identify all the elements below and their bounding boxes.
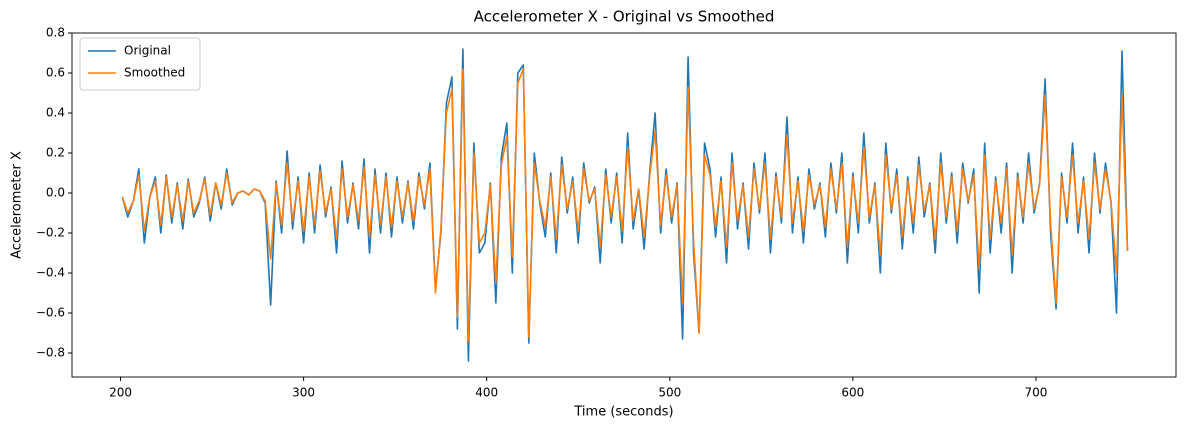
legend: Original Smoothed <box>79 37 201 91</box>
x-tick-label: 200 <box>109 386 132 400</box>
legend-label: Original <box>124 44 171 58</box>
y-tick-label: 0.6 <box>46 66 65 80</box>
x-tick-label: 300 <box>292 386 315 400</box>
x-tick-label: 700 <box>1024 386 1047 400</box>
y-tick-label: 0.4 <box>46 106 65 120</box>
y-axis-label: Accelerometer X <box>10 151 25 259</box>
y-tick-label: −0.8 <box>36 346 65 360</box>
y-tick-label: −0.2 <box>36 226 65 240</box>
x-axis-label: Time (seconds) <box>573 405 673 420</box>
x-tick-label: 600 <box>841 386 864 400</box>
plot-frame <box>71 32 1177 378</box>
x-tick-label: 500 <box>658 386 681 400</box>
series-line <box>121 48 1129 362</box>
chart-title: Accelerometer X - Original vs Smoothed <box>474 8 775 26</box>
y-tick-label: −0.4 <box>36 266 65 280</box>
legend-label: Smoothed <box>124 66 185 80</box>
y-tick-label: 0.0 <box>46 186 65 200</box>
y-tick-label: 0.8 <box>46 26 65 40</box>
series-line <box>121 68 1129 342</box>
y-tick-label: −0.6 <box>36 306 65 320</box>
x-tick-label: 400 <box>475 386 498 400</box>
y-tick-label: 0.2 <box>46 146 65 160</box>
